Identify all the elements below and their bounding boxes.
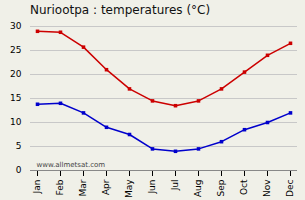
svg-text:Jun: Jun bbox=[147, 180, 157, 195]
svg-text:Sep: Sep bbox=[216, 179, 226, 196]
svg-text:20: 20 bbox=[10, 69, 22, 79]
svg-text:Nov: Nov bbox=[262, 179, 272, 197]
svg-text:Dec: Dec bbox=[285, 179, 295, 196]
svg-text:Feb: Feb bbox=[55, 179, 65, 195]
svg-text:Jul: Jul bbox=[170, 180, 180, 192]
svg-text:Apr: Apr bbox=[101, 179, 111, 195]
svg-text:15: 15 bbox=[10, 93, 21, 103]
svg-text:Mar: Mar bbox=[78, 179, 88, 196]
svg-text:0: 0 bbox=[16, 165, 22, 175]
svg-text:Oct: Oct bbox=[239, 179, 249, 195]
html-text:Nuriootpa : temperatures (°C): Nuriootpa : temperatures (°C) bbox=[30, 3, 211, 17]
svg-text:May: May bbox=[124, 179, 134, 198]
svg-text:30: 30 bbox=[10, 21, 22, 31]
svg-text:Jan: Jan bbox=[32, 180, 42, 195]
svg-text:Aug: Aug bbox=[193, 180, 203, 198]
svg-text:www.allmetsat.com: www.allmetsat.com bbox=[37, 161, 106, 169]
svg-text:5: 5 bbox=[16, 141, 22, 151]
svg-text:25: 25 bbox=[10, 45, 21, 55]
svg-text:10: 10 bbox=[10, 117, 22, 127]
